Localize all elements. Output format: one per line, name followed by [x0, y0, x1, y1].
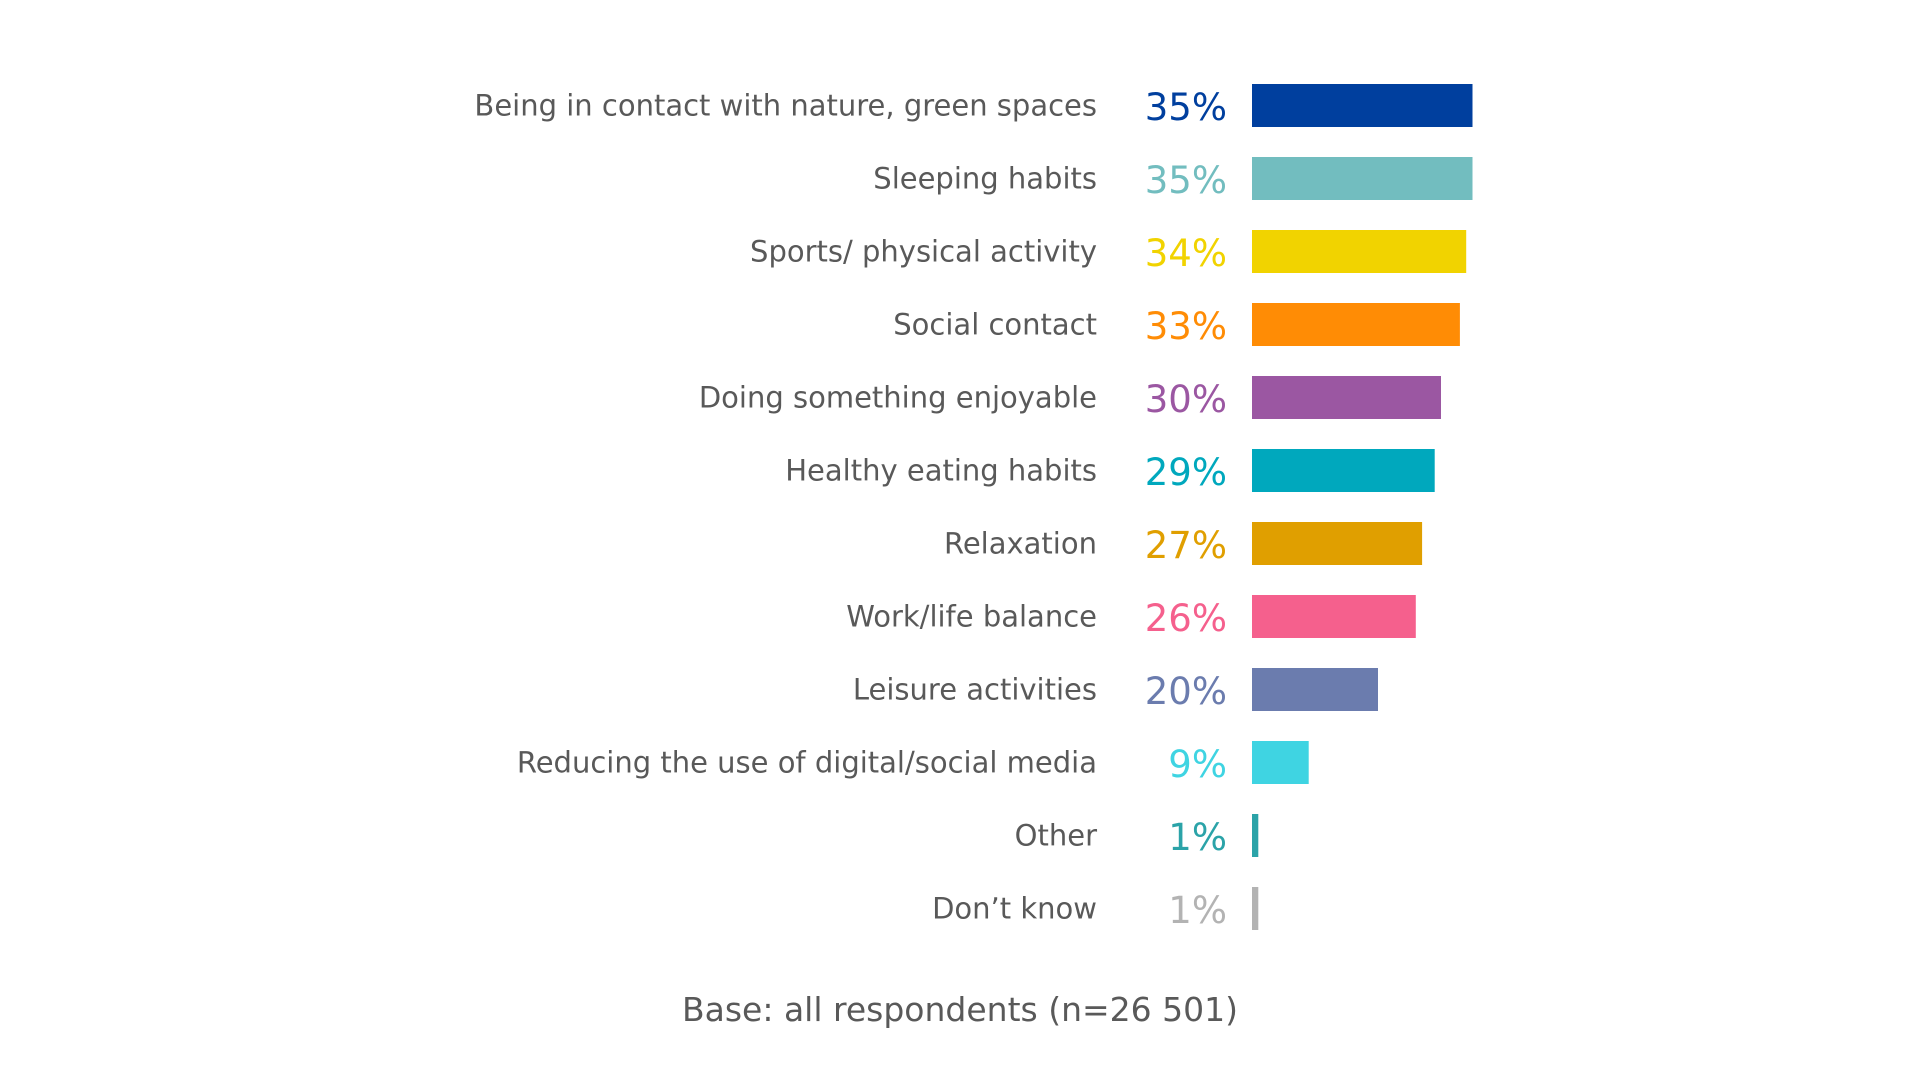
bar — [1252, 84, 1473, 127]
value-label: 27% — [1145, 524, 1227, 567]
bar — [1252, 230, 1467, 273]
bar — [1252, 449, 1435, 492]
value-label: 26% — [1145, 597, 1227, 640]
category-label: Healthy eating habits — [785, 454, 1097, 488]
bar — [1252, 522, 1423, 565]
category-label: Work/life balance — [846, 600, 1097, 634]
value-label: 29% — [1145, 451, 1227, 494]
category-label: Don’t know — [932, 892, 1097, 926]
bar — [1252, 595, 1416, 638]
category-label: Other — [1015, 819, 1097, 853]
value-label: 34% — [1145, 232, 1227, 275]
value-label: 1% — [1168, 889, 1227, 932]
category-label: Doing something enjoyable — [699, 381, 1097, 415]
value-label: 33% — [1145, 305, 1227, 348]
bar — [1252, 303, 1460, 346]
bar — [1252, 814, 1259, 857]
bar — [1252, 741, 1309, 784]
value-label: 9% — [1168, 743, 1227, 786]
category-label: Sleeping habits — [873, 162, 1097, 196]
category-label: Leisure activities — [853, 673, 1097, 707]
value-label: 20% — [1145, 670, 1227, 713]
value-label: 30% — [1145, 378, 1227, 421]
bar — [1252, 157, 1473, 200]
category-label: Social contact — [893, 308, 1097, 342]
value-label: 35% — [1145, 86, 1227, 129]
base-note: Base: all respondents (n=26 501) — [682, 990, 1238, 1029]
chart-rows: Being in contact with nature, green spac… — [474, 84, 1473, 932]
category-label: Being in contact with nature, green spac… — [474, 89, 1097, 123]
bar — [1252, 376, 1441, 419]
category-label: Sports/ physical activity — [750, 235, 1097, 269]
category-label: Reducing the use of digital/social media — [517, 746, 1097, 780]
value-label: 35% — [1145, 159, 1227, 202]
bar — [1252, 668, 1378, 711]
category-label: Relaxation — [944, 527, 1097, 561]
bar — [1252, 887, 1259, 930]
value-label: 1% — [1168, 816, 1227, 859]
